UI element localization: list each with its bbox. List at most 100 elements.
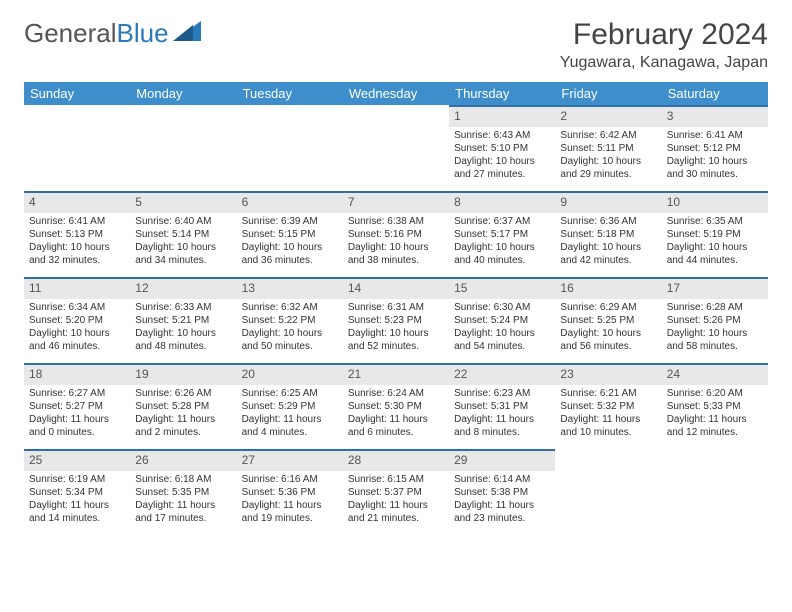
sunrise-line: Sunrise: 6:26 AM <box>135 387 231 400</box>
day-number: 16 <box>555 277 661 299</box>
daylight-line: Daylight: 11 hours and 23 minutes. <box>454 499 550 525</box>
day-details: Sunrise: 6:43 AMSunset: 5:10 PMDaylight:… <box>449 129 555 184</box>
weekday-header: Saturday <box>662 82 768 105</box>
day-details: Sunrise: 6:29 AMSunset: 5:25 PMDaylight:… <box>555 301 661 356</box>
day-number: 1 <box>449 105 555 127</box>
sunset-line: Sunset: 5:11 PM <box>560 142 656 155</box>
calendar-cell <box>343 105 449 191</box>
page-header: GeneralBlue February 2024 Yugawara, Kana… <box>24 18 768 72</box>
daylight-line: Daylight: 10 hours and 40 minutes. <box>454 241 550 267</box>
calendar-cell: 5Sunrise: 6:40 AMSunset: 5:14 PMDaylight… <box>130 191 236 277</box>
day-details: Sunrise: 6:34 AMSunset: 5:20 PMDaylight:… <box>24 301 130 356</box>
day-number: 11 <box>24 277 130 299</box>
sunset-line: Sunset: 5:38 PM <box>454 486 550 499</box>
sunrise-line: Sunrise: 6:32 AM <box>242 301 338 314</box>
weekday-header: Wednesday <box>343 82 449 105</box>
day-details: Sunrise: 6:27 AMSunset: 5:27 PMDaylight:… <box>24 387 130 442</box>
calendar-cell: 23Sunrise: 6:21 AMSunset: 5:32 PMDayligh… <box>555 363 661 449</box>
sunrise-line: Sunrise: 6:35 AM <box>667 215 763 228</box>
daylight-line: Daylight: 10 hours and 34 minutes. <box>135 241 231 267</box>
day-details: Sunrise: 6:39 AMSunset: 5:15 PMDaylight:… <box>237 215 343 270</box>
weekday-header: Thursday <box>449 82 555 105</box>
day-number: 26 <box>130 449 236 471</box>
day-details: Sunrise: 6:41 AMSunset: 5:12 PMDaylight:… <box>662 129 768 184</box>
sunrise-line: Sunrise: 6:43 AM <box>454 129 550 142</box>
sunset-line: Sunset: 5:30 PM <box>348 400 444 413</box>
sunrise-line: Sunrise: 6:36 AM <box>560 215 656 228</box>
sunrise-line: Sunrise: 6:23 AM <box>454 387 550 400</box>
day-number: 12 <box>130 277 236 299</box>
calendar-cell: 18Sunrise: 6:27 AMSunset: 5:27 PMDayligh… <box>24 363 130 449</box>
day-number: 10 <box>662 191 768 213</box>
daylight-line: Daylight: 10 hours and 27 minutes. <box>454 155 550 181</box>
sunset-line: Sunset: 5:16 PM <box>348 228 444 241</box>
day-number: 29 <box>449 449 555 471</box>
daylight-line: Daylight: 10 hours and 44 minutes. <box>667 241 763 267</box>
day-details: Sunrise: 6:23 AMSunset: 5:31 PMDaylight:… <box>449 387 555 442</box>
day-details: Sunrise: 6:38 AMSunset: 5:16 PMDaylight:… <box>343 215 449 270</box>
sunset-line: Sunset: 5:27 PM <box>29 400 125 413</box>
daylight-line: Daylight: 10 hours and 54 minutes. <box>454 327 550 353</box>
brand-part1: General <box>24 18 117 49</box>
calendar-row: 18Sunrise: 6:27 AMSunset: 5:27 PMDayligh… <box>24 363 768 449</box>
weekday-header: Friday <box>555 82 661 105</box>
calendar-cell: 28Sunrise: 6:15 AMSunset: 5:37 PMDayligh… <box>343 449 449 535</box>
calendar-cell: 17Sunrise: 6:28 AMSunset: 5:26 PMDayligh… <box>662 277 768 363</box>
daylight-line: Daylight: 10 hours and 29 minutes. <box>560 155 656 181</box>
brand-logo: GeneralBlue <box>24 18 201 49</box>
calendar-cell: 26Sunrise: 6:18 AMSunset: 5:35 PMDayligh… <box>130 449 236 535</box>
daylight-line: Daylight: 11 hours and 4 minutes. <box>242 413 338 439</box>
daylight-line: Daylight: 11 hours and 12 minutes. <box>667 413 763 439</box>
month-title: February 2024 <box>560 18 768 52</box>
brand-triangle-icon <box>173 21 201 41</box>
day-number: 19 <box>130 363 236 385</box>
daylight-line: Daylight: 11 hours and 19 minutes. <box>242 499 338 525</box>
sunrise-line: Sunrise: 6:39 AM <box>242 215 338 228</box>
calendar-cell <box>662 449 768 535</box>
calendar-table: SundayMondayTuesdayWednesdayThursdayFrid… <box>24 82 768 535</box>
daylight-line: Daylight: 11 hours and 8 minutes. <box>454 413 550 439</box>
sunset-line: Sunset: 5:33 PM <box>667 400 763 413</box>
daylight-line: Daylight: 10 hours and 32 minutes. <box>29 241 125 267</box>
sunset-line: Sunset: 5:37 PM <box>348 486 444 499</box>
calendar-row: 4Sunrise: 6:41 AMSunset: 5:13 PMDaylight… <box>24 191 768 277</box>
calendar-cell: 13Sunrise: 6:32 AMSunset: 5:22 PMDayligh… <box>237 277 343 363</box>
sunrise-line: Sunrise: 6:41 AM <box>29 215 125 228</box>
day-details: Sunrise: 6:18 AMSunset: 5:35 PMDaylight:… <box>130 473 236 528</box>
day-details: Sunrise: 6:31 AMSunset: 5:23 PMDaylight:… <box>343 301 449 356</box>
calendar-cell: 25Sunrise: 6:19 AMSunset: 5:34 PMDayligh… <box>24 449 130 535</box>
brand-part2: Blue <box>117 18 169 49</box>
sunset-line: Sunset: 5:29 PM <box>242 400 338 413</box>
sunrise-line: Sunrise: 6:31 AM <box>348 301 444 314</box>
daylight-line: Daylight: 10 hours and 30 minutes. <box>667 155 763 181</box>
day-details: Sunrise: 6:30 AMSunset: 5:24 PMDaylight:… <box>449 301 555 356</box>
calendar-cell: 29Sunrise: 6:14 AMSunset: 5:38 PMDayligh… <box>449 449 555 535</box>
daylight-line: Daylight: 10 hours and 52 minutes. <box>348 327 444 353</box>
sunrise-line: Sunrise: 6:25 AM <box>242 387 338 400</box>
calendar-cell: 11Sunrise: 6:34 AMSunset: 5:20 PMDayligh… <box>24 277 130 363</box>
daylight-line: Daylight: 11 hours and 17 minutes. <box>135 499 231 525</box>
daylight-line: Daylight: 10 hours and 46 minutes. <box>29 327 125 353</box>
calendar-cell: 8Sunrise: 6:37 AMSunset: 5:17 PMDaylight… <box>449 191 555 277</box>
day-details: Sunrise: 6:19 AMSunset: 5:34 PMDaylight:… <box>24 473 130 528</box>
calendar-cell <box>24 105 130 191</box>
daylight-line: Daylight: 10 hours and 50 minutes. <box>242 327 338 353</box>
weekday-header: Sunday <box>24 82 130 105</box>
sunset-line: Sunset: 5:22 PM <box>242 314 338 327</box>
calendar-cell <box>130 105 236 191</box>
day-details: Sunrise: 6:25 AMSunset: 5:29 PMDaylight:… <box>237 387 343 442</box>
day-details: Sunrise: 6:26 AMSunset: 5:28 PMDaylight:… <box>130 387 236 442</box>
calendar-body: 1Sunrise: 6:43 AMSunset: 5:10 PMDaylight… <box>24 105 768 535</box>
calendar-cell: 15Sunrise: 6:30 AMSunset: 5:24 PMDayligh… <box>449 277 555 363</box>
daylight-line: Daylight: 10 hours and 56 minutes. <box>560 327 656 353</box>
location-label: Yugawara, Kanagawa, Japan <box>560 54 768 72</box>
day-details: Sunrise: 6:15 AMSunset: 5:37 PMDaylight:… <box>343 473 449 528</box>
day-details: Sunrise: 6:40 AMSunset: 5:14 PMDaylight:… <box>130 215 236 270</box>
sunrise-line: Sunrise: 6:40 AM <box>135 215 231 228</box>
calendar-cell: 21Sunrise: 6:24 AMSunset: 5:30 PMDayligh… <box>343 363 449 449</box>
calendar-cell: 9Sunrise: 6:36 AMSunset: 5:18 PMDaylight… <box>555 191 661 277</box>
day-details: Sunrise: 6:16 AMSunset: 5:36 PMDaylight:… <box>237 473 343 528</box>
calendar-cell: 3Sunrise: 6:41 AMSunset: 5:12 PMDaylight… <box>662 105 768 191</box>
sunset-line: Sunset: 5:28 PM <box>135 400 231 413</box>
daylight-line: Daylight: 11 hours and 2 minutes. <box>135 413 231 439</box>
